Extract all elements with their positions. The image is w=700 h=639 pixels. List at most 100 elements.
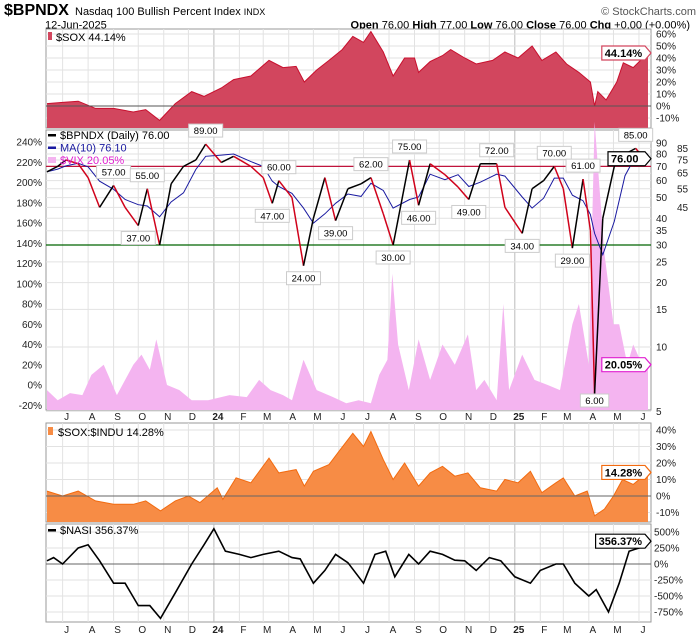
vix-left-tick-label: 40% [22, 340, 42, 351]
sox-indu-tick-label: -10% [656, 508, 679, 519]
bpndx-line-segment [112, 185, 126, 208]
sox-area [47, 31, 648, 129]
bpndx-right-tick-label: 60 [656, 176, 668, 187]
bpndx-right-tick-label: 90 [656, 139, 668, 150]
month-label: 24 [212, 412, 224, 423]
bpndx-line-segment [602, 166, 616, 219]
month-label: 25 [513, 412, 525, 423]
annotation-label: 37.00 [126, 234, 150, 245]
month-label: N [465, 412, 472, 423]
vix-left-tick-label: 220% [16, 158, 42, 169]
bpndx-line-segment [312, 177, 326, 219]
month-label: J [640, 412, 645, 423]
annotation-box [579, 393, 610, 408]
vix-last-value-box [601, 357, 652, 373]
bpndx-line-segment [562, 188, 574, 249]
month-label: 25 [513, 625, 525, 636]
nasi-tick-label: 500% [654, 528, 680, 539]
bpndx-line-segment [531, 180, 545, 190]
bpndx-right-tick-label: 10 [656, 342, 668, 353]
month-label: A [589, 412, 596, 423]
bpndx-line-segment [542, 165, 555, 182]
bpndx-line-segment [444, 174, 459, 188]
vix-left-tick-label: 100% [16, 279, 42, 290]
annotation-label: 29.00 [560, 256, 584, 267]
sox-indu-last-value-box [601, 464, 652, 481]
bpndx-legend: $BPNDX (Daily) 76.00 [60, 130, 169, 142]
bpndx-line-segment [57, 159, 67, 167]
sox-tick-label: 10% [656, 90, 676, 101]
bpndx-line-segment [137, 188, 149, 226]
bpndx-last-value-box [607, 151, 652, 167]
month-label: D [490, 412, 497, 423]
vix-left-tick-label: 180% [16, 198, 42, 209]
annotation-box [254, 208, 290, 223]
nasi-last-value-box [595, 533, 652, 549]
annotation-label: 61.00 [571, 161, 595, 172]
month-label: O [439, 625, 447, 636]
annotation-label: 89.00 [194, 126, 218, 137]
annotation-label: 30.00 [381, 253, 405, 264]
bpndx-line-segment [65, 159, 79, 165]
month-label: A [289, 412, 296, 423]
bpndx-right-tick-label: 5 [656, 407, 662, 418]
bpndx-legend-icon [48, 134, 56, 137]
bpndx-right-tick-label: 80 [656, 149, 668, 160]
nasi-tick-label: 0% [654, 560, 669, 571]
annotation-box [353, 157, 389, 172]
sox-indu-tick-label: 10% [656, 475, 676, 486]
nasi-legend: $NASI 356.37% [60, 525, 138, 537]
month-label: J [340, 625, 345, 636]
sox-indu-last-value: 14.28% [605, 467, 643, 479]
bpndx-line-segment [408, 159, 420, 206]
bpndx-right-tick-label: 40 [656, 214, 668, 225]
bpndx-line-segment [417, 163, 431, 206]
annotation-box [392, 139, 428, 154]
month-label: F [240, 625, 246, 636]
bpndx-right-tick-label: 35 [656, 226, 668, 237]
title-line: Nasdaq 100 Bullish Percent Index INDX [75, 6, 265, 18]
bpndx-line-segment [250, 165, 264, 179]
nasi-tick-label: 250% [654, 544, 680, 555]
ma-legend-icon [48, 146, 56, 149]
sox-tick-label: -10% [656, 114, 679, 125]
sox-legend-icon [48, 32, 52, 40]
bpndx-right-tick-label: 45 [677, 203, 689, 214]
symbol: $BPNDX [4, 2, 69, 19]
month-label: A [89, 625, 96, 636]
nasi-tick-label: -250% [654, 576, 683, 587]
annotation-box [286, 271, 322, 286]
nasi-tick-label: -750% [654, 608, 683, 619]
copyright: © StockCharts.com [601, 6, 696, 18]
sox-tick-label: 60% [656, 30, 676, 41]
annotation-label: 70.00 [542, 148, 566, 159]
annotation-box [504, 238, 540, 253]
annotation-label: 55.00 [135, 171, 159, 182]
index-name: Nasdaq 100 Bullish Percent Index [75, 6, 241, 18]
annotation-label: 85.00 [624, 130, 648, 141]
bpndx-line-segment [220, 155, 234, 164]
sox-last-value-box [601, 45, 652, 61]
vix-left-tick-label: 60% [22, 320, 42, 331]
nasi-tick-label: -500% [654, 592, 683, 603]
annotation-box [536, 145, 572, 160]
vix-left-tick-label: 160% [16, 219, 42, 230]
vix-left-tick-label: 140% [16, 239, 42, 250]
vix-left-tick-label: 20% [22, 360, 42, 371]
bpndx-line-segment [429, 163, 446, 176]
month-label: A [390, 625, 397, 636]
month-label: O [138, 625, 146, 636]
bpndx-right-tick-label: 75 [677, 155, 689, 166]
month-label: M [313, 412, 321, 423]
sox-indu-legend-icon [48, 427, 53, 435]
sox-tick-label: 20% [656, 78, 676, 89]
month-label: M [563, 625, 571, 636]
month-label: M [263, 412, 271, 423]
bpndx-line-segment [46, 165, 59, 173]
bpndx-line-segment [183, 159, 197, 168]
bpndx-line-segment [495, 163, 506, 208]
bpndx-line-segment [170, 165, 185, 185]
bpndx-right-tick-label: 20 [656, 278, 668, 289]
month-label: F [240, 412, 246, 423]
sox-indu-tick-label: 30% [656, 442, 676, 453]
